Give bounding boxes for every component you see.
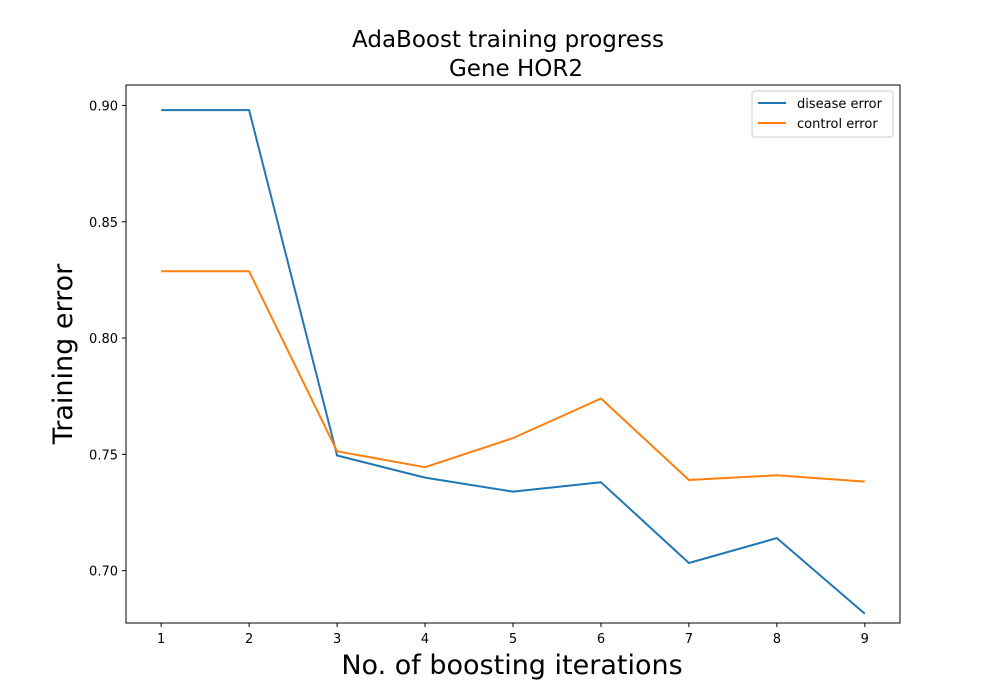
x-tick-label: 6 xyxy=(597,632,605,647)
legend: disease error control error xyxy=(751,90,894,138)
y-axis-ticks: 0.70 0.75 0.80 0.85 0.90 xyxy=(89,99,126,580)
legend-label-control-error: control error xyxy=(797,117,878,132)
x-tick-label: 1 xyxy=(157,632,165,647)
x-tick-label: 3 xyxy=(333,632,341,647)
plot-area-frame xyxy=(125,84,901,624)
chart-subtitle: Gene HOR2 xyxy=(449,56,583,82)
x-axis-label: No. of boosting iterations xyxy=(341,650,682,681)
y-tick-label: 0.75 xyxy=(89,448,118,463)
legend-label-disease-error: disease error xyxy=(797,97,883,112)
y-tick-label: 0.70 xyxy=(89,565,118,580)
x-tick-label: 7 xyxy=(685,632,693,647)
x-tick-label: 2 xyxy=(245,632,253,647)
x-tick-label: 4 xyxy=(421,632,429,647)
series-group xyxy=(161,109,866,615)
x-tick-label: 5 xyxy=(509,632,517,647)
x-tick-label: 9 xyxy=(861,632,869,647)
series-line-disease-error xyxy=(161,109,866,615)
y-tick-label: 0.85 xyxy=(89,216,118,231)
series-line-control-error xyxy=(161,270,865,483)
y-tick-label: 0.80 xyxy=(89,332,118,347)
legend-box xyxy=(751,90,894,138)
x-axis-ticks: 1 2 3 4 5 6 7 8 9 xyxy=(157,623,869,647)
y-tick-label: 0.90 xyxy=(89,99,118,114)
chart-title: AdaBoost training progress xyxy=(352,27,664,53)
x-tick-label: 8 xyxy=(773,632,781,647)
y-axis-label: Training error xyxy=(48,263,79,445)
